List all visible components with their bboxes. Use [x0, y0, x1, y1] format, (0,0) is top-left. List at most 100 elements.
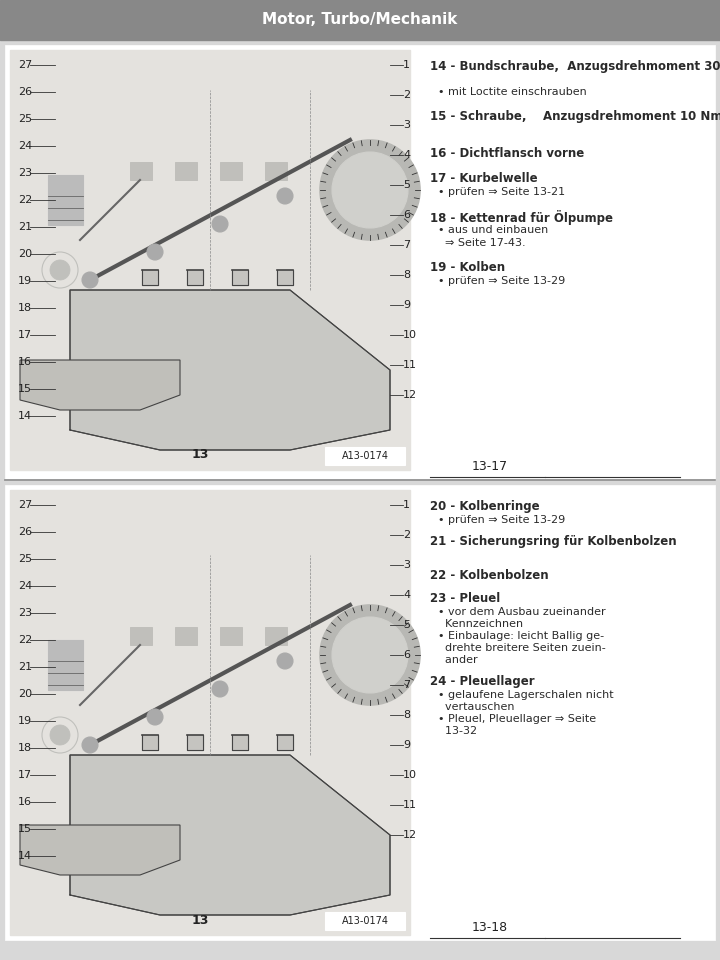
Bar	[220, 162, 242, 180]
Text: 16: 16	[18, 797, 32, 807]
Circle shape	[277, 653, 293, 669]
Text: A13-0174: A13-0174	[341, 451, 389, 461]
Text: 15 - Schraube,    Anzugsdrehmoment 10 Nm: 15 - Schraube, Anzugsdrehmoment 10 Nm	[430, 110, 720, 123]
Text: 22: 22	[18, 635, 32, 645]
Text: 17: 17	[18, 330, 32, 340]
Text: 7: 7	[403, 680, 410, 690]
Text: 13: 13	[192, 448, 209, 462]
Circle shape	[332, 152, 408, 228]
Text: 20: 20	[18, 689, 32, 699]
Text: 4: 4	[403, 150, 410, 160]
Circle shape	[82, 737, 98, 753]
Text: 27: 27	[18, 500, 32, 510]
Bar	[265, 162, 287, 180]
Text: 1: 1	[403, 500, 410, 510]
Text: 3: 3	[403, 120, 410, 130]
Text: 24 - Pleuellager: 24 - Pleuellager	[430, 675, 535, 688]
Text: 5: 5	[403, 180, 410, 190]
Text: 16 - Dichtflansch vorne: 16 - Dichtflansch vorne	[430, 147, 584, 160]
Text: 23: 23	[18, 608, 32, 618]
Circle shape	[332, 617, 408, 693]
Text: 12: 12	[403, 830, 417, 840]
Text: • aus und einbauen: • aus und einbauen	[438, 225, 548, 235]
Circle shape	[342, 625, 358, 641]
Text: 9: 9	[403, 300, 410, 310]
Text: 21: 21	[18, 662, 32, 672]
Text: 6: 6	[403, 210, 410, 220]
Text: ⇒ Seite 17-43.: ⇒ Seite 17-43.	[438, 238, 526, 248]
Circle shape	[50, 725, 70, 745]
Text: 3: 3	[403, 560, 410, 570]
Circle shape	[320, 140, 420, 240]
Text: 22 - Kolbenbolzen: 22 - Kolbenbolzen	[430, 569, 549, 582]
Text: 15: 15	[18, 824, 32, 834]
Text: • prüfen ⇒ Seite 13-21: • prüfen ⇒ Seite 13-21	[438, 187, 565, 197]
Text: • mit Loctite einschrauben: • mit Loctite einschrauben	[438, 87, 587, 97]
Polygon shape	[142, 270, 158, 285]
Circle shape	[342, 160, 358, 176]
Text: 2: 2	[403, 90, 410, 100]
Text: 23: 23	[18, 168, 32, 178]
Text: 13-18: 13-18	[472, 921, 508, 934]
Text: • Einbaulage: leicht Ballig ge-: • Einbaulage: leicht Ballig ge-	[438, 631, 604, 641]
Text: 27: 27	[18, 60, 32, 70]
Text: Kennzeichnen: Kennzeichnen	[438, 619, 523, 629]
Bar	[10, 50, 410, 470]
Text: 18: 18	[18, 303, 32, 313]
Text: • prüfen ⇒ Seite 13-29: • prüfen ⇒ Seite 13-29	[438, 515, 565, 525]
Text: 17: 17	[18, 770, 32, 780]
Text: 12: 12	[403, 390, 417, 400]
Text: 13: 13	[192, 914, 209, 926]
Text: 14: 14	[18, 411, 32, 421]
Text: 19 - Kolben: 19 - Kolben	[430, 261, 505, 274]
Text: 10: 10	[403, 770, 417, 780]
Text: 25: 25	[18, 554, 32, 564]
Text: 9: 9	[403, 740, 410, 750]
Text: 5: 5	[403, 620, 410, 630]
Text: 10: 10	[403, 330, 417, 340]
Text: 18 - Kettenrad für Ölpumpe: 18 - Kettenrad für Ölpumpe	[430, 210, 613, 225]
Polygon shape	[187, 270, 203, 285]
Polygon shape	[70, 755, 390, 915]
Bar	[220, 627, 242, 645]
Text: 24: 24	[18, 141, 32, 151]
Bar	[325, 912, 405, 930]
Text: vertauschen: vertauschen	[438, 702, 515, 712]
Polygon shape	[187, 735, 203, 750]
Text: 13-17: 13-17	[472, 460, 508, 473]
Polygon shape	[232, 270, 248, 285]
Text: 11: 11	[403, 800, 417, 810]
Circle shape	[212, 216, 228, 232]
Text: 25: 25	[18, 114, 32, 124]
Text: 7: 7	[403, 240, 410, 250]
Polygon shape	[277, 735, 293, 750]
Bar	[130, 162, 152, 180]
Text: drehte breitere Seiten zuein-: drehte breitere Seiten zuein-	[438, 643, 606, 653]
Text: A13-0174: A13-0174	[341, 916, 389, 926]
Text: • gelaufene Lagerschalen nicht: • gelaufene Lagerschalen nicht	[438, 690, 613, 700]
Text: 19: 19	[18, 276, 32, 286]
Text: 26: 26	[18, 87, 32, 97]
Bar	[10, 490, 410, 935]
Bar	[5, 485, 715, 940]
Text: 14 - Bundschraube,  Anzugsdrehmoment 30 Nm: 14 - Bundschraube, Anzugsdrehmoment 30 N…	[430, 60, 720, 73]
Text: • prüfen ⇒ Seite 13-29: • prüfen ⇒ Seite 13-29	[438, 276, 565, 286]
Text: 17 - Kurbelwelle: 17 - Kurbelwelle	[430, 172, 538, 185]
Text: Motor, Turbo/Mechanik: Motor, Turbo/Mechanik	[262, 12, 458, 28]
Text: 20: 20	[18, 249, 32, 259]
Circle shape	[147, 709, 163, 725]
Circle shape	[212, 681, 228, 697]
Circle shape	[50, 260, 70, 280]
Bar	[175, 627, 197, 645]
Circle shape	[277, 188, 293, 204]
Circle shape	[82, 272, 98, 288]
Circle shape	[147, 244, 163, 260]
Bar	[265, 627, 287, 645]
Text: 16: 16	[18, 357, 32, 367]
Polygon shape	[20, 825, 180, 875]
Text: 11: 11	[403, 360, 417, 370]
Text: 4: 4	[403, 590, 410, 600]
Bar	[48, 640, 83, 690]
Polygon shape	[70, 290, 390, 450]
Polygon shape	[232, 735, 248, 750]
